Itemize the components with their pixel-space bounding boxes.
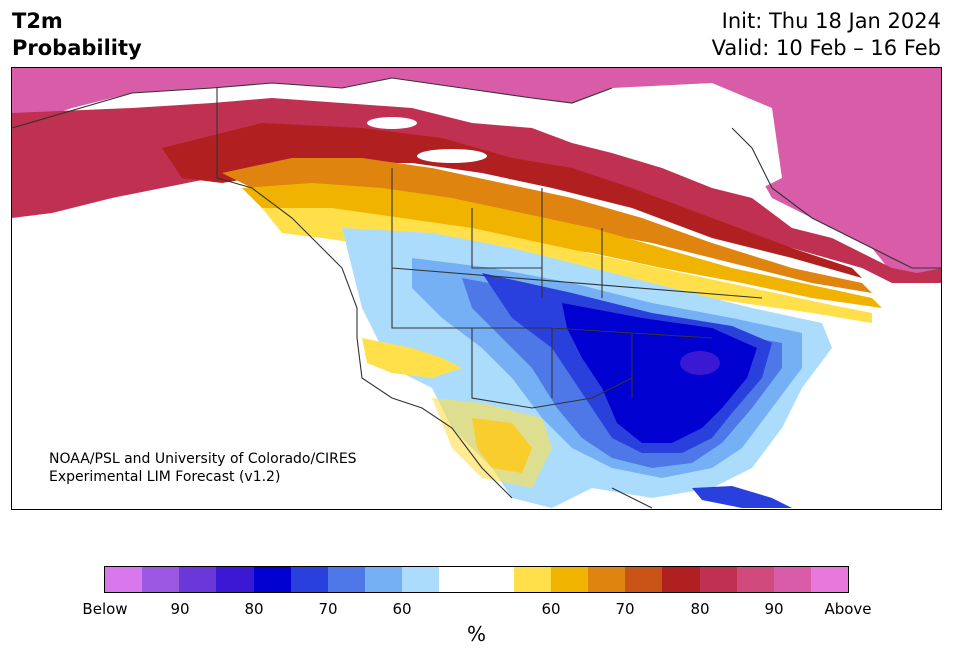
map-title: T2m Probability [12,8,142,62]
colorbar-tick-label: 70 [615,600,635,618]
colorbar-segment [513,567,551,592]
region-mexico-above-light [432,398,552,488]
colorbar-segment [699,567,737,592]
colorbar-tick-label: 90 [170,600,190,618]
colorbar-segment [736,567,774,592]
colorbar-segment [142,567,180,592]
forecast-dates: Init: Thu 18 Jan 2024 Valid: 10 Feb – 16… [712,8,941,62]
colorbar-segment [402,567,440,592]
colorbar-tick-label: 70 [318,600,338,618]
credit-line-2: Experimental LIM Forecast (v1.2) [49,469,281,485]
colorbar-segment [588,567,626,592]
credit-text: NOAA/PSL and University of Colorado/CIRE… [49,450,357,486]
colorbar-tick-label: 60 [541,600,561,618]
region-sw-above [362,338,462,378]
colorbar-tick-label: Above [824,600,872,618]
colorbar-labels: Below 90 80 70 60 60 70 80 90 Above [0,600,953,618]
colorbar-segment [625,567,663,592]
colorbar-tick-label: 90 [764,600,784,618]
colorbar-tick-label: 80 [244,600,264,618]
lake-great-slave [417,149,487,163]
colorbar-segment [662,567,700,592]
title-line-2: Probability [12,36,142,60]
region-below-core [680,351,720,375]
colorbar-segment [550,567,589,592]
colorbar-segment [253,567,291,592]
init-date: Init: Thu 18 Jan 2024 [721,9,941,33]
colorbar-segment [773,567,811,592]
colorbar-segment [216,567,254,592]
valid-range: Valid: 10 Feb – 16 Feb [711,36,941,60]
colorbar-tick-label: 60 [392,600,412,618]
colorbar-segment [810,567,849,592]
region-above-60 [242,183,882,308]
region-cuba [692,486,792,508]
colorbar-segment [365,567,403,592]
colorbar-tick-label: Below [82,600,128,618]
colorbar-segment [290,567,328,592]
colorbar-segment [327,567,366,592]
map-canvas [12,68,941,509]
lake-great-bear [367,117,417,129]
colorbar-segment [105,567,143,592]
borders [12,77,941,509]
title-line-1: T2m [12,9,63,33]
colorbar-segment [439,567,477,592]
colorbar [104,566,849,593]
colorbar-segment [179,567,217,592]
credit-line-1: NOAA/PSL and University of Colorado/CIRE… [49,451,357,467]
probability-map [11,67,942,510]
colorbar-segment [476,567,514,592]
colorbar-unit: % [466,622,486,646]
colorbar-tick-label: 80 [690,600,710,618]
hudson-bay [612,83,782,193]
